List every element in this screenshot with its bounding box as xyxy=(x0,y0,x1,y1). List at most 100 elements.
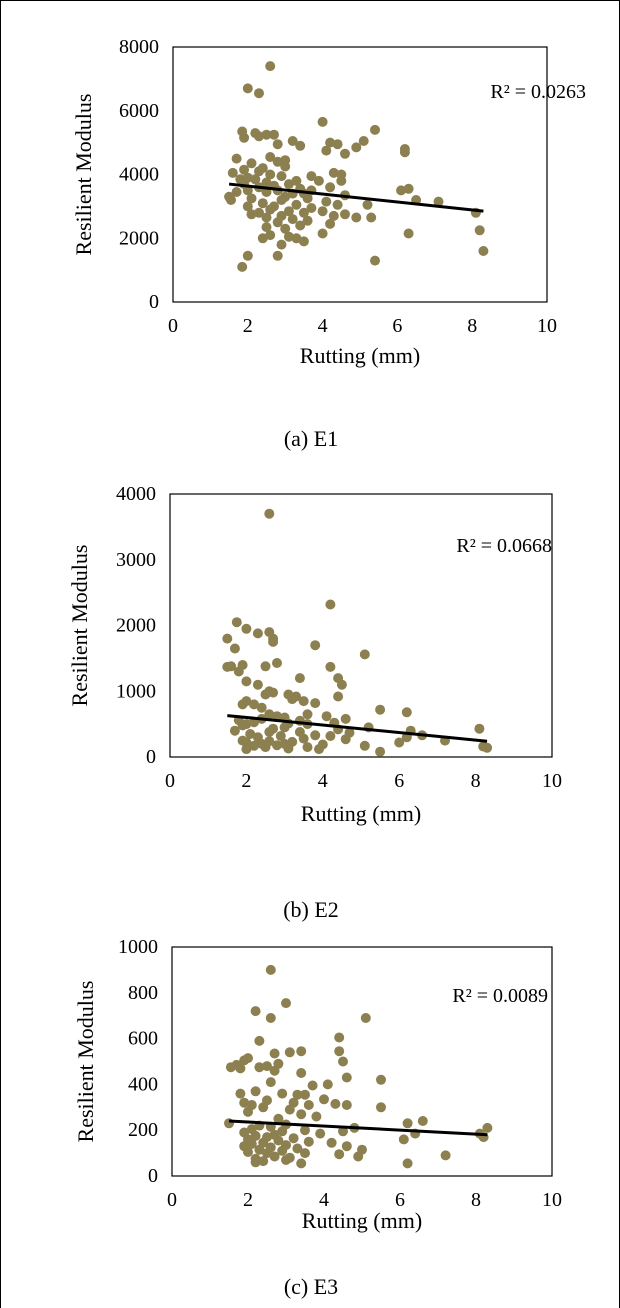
data-point xyxy=(246,209,257,220)
data-point xyxy=(272,250,283,261)
data-point xyxy=(237,720,248,731)
data-point xyxy=(241,676,252,687)
r-squared-label: R² = 0.0089 xyxy=(452,985,548,1007)
data-point xyxy=(269,1065,280,1076)
data-point xyxy=(291,175,302,186)
data-point xyxy=(403,183,414,194)
y-tick-label: 1000 xyxy=(118,936,158,958)
x-tick-label: 8 xyxy=(471,770,481,792)
data-point xyxy=(306,171,317,182)
data-point xyxy=(338,1126,348,1137)
data-point xyxy=(231,187,242,197)
data-point xyxy=(276,239,287,250)
data-point xyxy=(398,1134,409,1145)
data-point xyxy=(265,964,276,975)
data-point xyxy=(353,1151,364,1162)
trendline xyxy=(227,714,488,743)
x-tick-label: 0 xyxy=(168,315,178,337)
y-axis-label: Resilient Modulus xyxy=(73,981,98,1143)
data-point xyxy=(295,140,306,151)
r-squared-label: R² = 0.0263 xyxy=(490,81,586,103)
data-point xyxy=(265,169,276,180)
x-tick-label: 2 xyxy=(243,315,253,337)
data-point xyxy=(402,1118,413,1129)
data-point xyxy=(277,1145,288,1156)
data-point xyxy=(277,1126,288,1137)
data-point xyxy=(246,1138,257,1149)
data-point xyxy=(233,666,244,677)
data-point xyxy=(394,737,405,748)
data-point xyxy=(313,175,324,186)
data-point xyxy=(284,1047,295,1058)
data-point xyxy=(396,185,407,196)
data-point xyxy=(287,214,298,225)
y-tick-label: 200 xyxy=(128,1119,158,1141)
data-point xyxy=(310,640,321,651)
data-point xyxy=(241,744,252,755)
data-point xyxy=(375,704,386,715)
data-point xyxy=(474,225,485,236)
data-point xyxy=(440,1150,451,1161)
data-point xyxy=(239,1097,250,1108)
data-point xyxy=(375,746,386,757)
data-point xyxy=(303,1100,314,1110)
data-point xyxy=(296,1158,307,1169)
data-point xyxy=(273,1113,284,1124)
data-point xyxy=(283,743,294,754)
data-point xyxy=(242,201,253,212)
data-point xyxy=(325,661,336,672)
data-point xyxy=(272,658,282,668)
data-point xyxy=(229,643,240,654)
data-point xyxy=(302,742,313,753)
x-tick-label: 0 xyxy=(165,770,175,792)
data-point xyxy=(336,679,347,690)
data-point xyxy=(351,212,362,223)
data-point xyxy=(306,203,317,213)
data-point xyxy=(258,1156,269,1167)
data-point xyxy=(242,250,253,261)
data-point xyxy=(417,1116,428,1126)
data-point xyxy=(272,217,283,228)
data-point xyxy=(478,246,489,256)
data-point xyxy=(284,1104,295,1115)
data-point xyxy=(261,222,272,233)
y-tick-label: 6000 xyxy=(119,100,159,122)
data-point xyxy=(482,742,493,753)
data-point xyxy=(314,744,324,755)
data-point xyxy=(336,175,347,186)
data-point xyxy=(322,1079,333,1090)
plot-area-c xyxy=(171,946,553,1177)
y-tick-label: 0 xyxy=(148,1165,158,1187)
data-point xyxy=(376,1074,386,1085)
data-point xyxy=(229,725,240,736)
data-point xyxy=(315,1128,326,1139)
data-point xyxy=(252,628,263,639)
y-tick-label: 2000 xyxy=(119,227,159,249)
y-tick-label: 800 xyxy=(128,982,158,1004)
data-point xyxy=(328,210,339,221)
data-point xyxy=(325,731,336,741)
y-axis-label: Resilient Modulus xyxy=(71,94,96,256)
data-point xyxy=(370,255,380,266)
data-point xyxy=(482,1122,493,1133)
data-point xyxy=(298,696,309,707)
data-point xyxy=(332,139,343,150)
x-axis-label: Rutting (mm) xyxy=(301,801,421,826)
y-axis-label: Resilient Modulus xyxy=(67,545,92,707)
data-point xyxy=(269,129,279,140)
data-point xyxy=(249,699,259,710)
data-point xyxy=(283,231,294,242)
data-point xyxy=(260,661,271,672)
data-point xyxy=(321,145,332,156)
data-point xyxy=(265,1013,276,1023)
data-point xyxy=(250,1086,261,1097)
data-point xyxy=(300,1125,310,1136)
data-point xyxy=(262,1061,272,1072)
data-point xyxy=(317,206,328,217)
data-point xyxy=(283,179,294,190)
data-point xyxy=(268,636,279,647)
data-point xyxy=(264,709,275,720)
data-point xyxy=(340,713,351,724)
data-point xyxy=(261,212,272,223)
data-point xyxy=(272,711,282,722)
